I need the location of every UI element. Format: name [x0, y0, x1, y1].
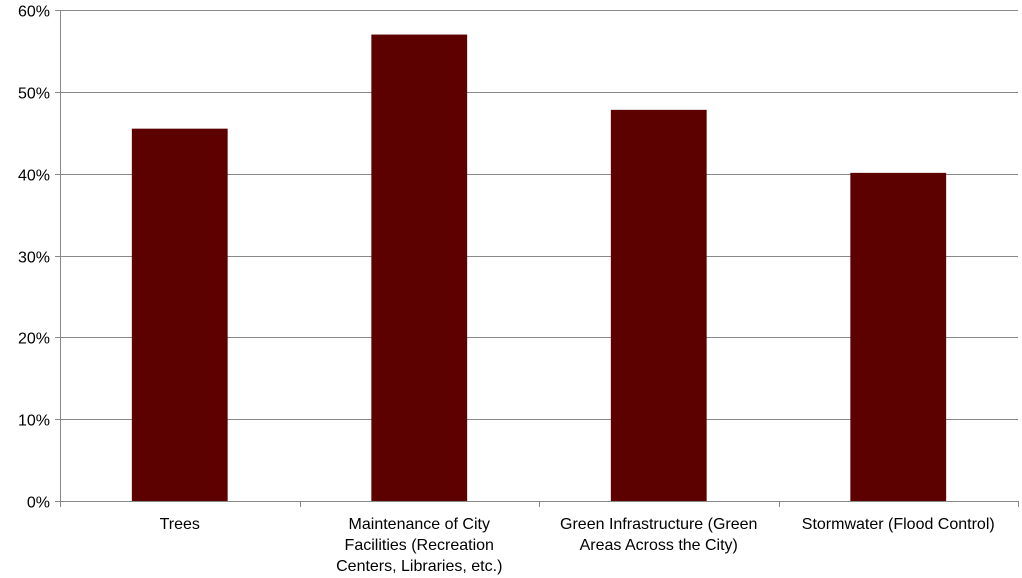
x-category-label: Trees [160, 516, 200, 533]
y-tick-label: 20% [18, 331, 50, 348]
y-tick-label: 60% [18, 4, 50, 21]
labels: 0% 10% 20% 30% 40% 50% 60% Trees Maintenance of … [18, 4, 995, 576]
y-tick-label: 10% [18, 413, 50, 430]
y-tick-label: 30% [18, 250, 50, 267]
y-tick-label: 50% [18, 86, 50, 103]
x-category-label: Green Infrastructure (Green Areas Across … [560, 516, 757, 554]
bars [131, 34, 947, 502]
bar [610, 109, 707, 501]
x-category-label: Maintenance of City Facilities (Recreatio… [336, 516, 502, 575]
y-tick-label: 0% [27, 495, 50, 512]
bar [850, 172, 947, 501]
bar [371, 34, 468, 502]
y-tick-label: 40% [18, 168, 50, 185]
x-category-label: Stormwater (Flood Control) [802, 516, 995, 533]
bar [131, 128, 228, 502]
axes [55, 10, 1019, 507]
